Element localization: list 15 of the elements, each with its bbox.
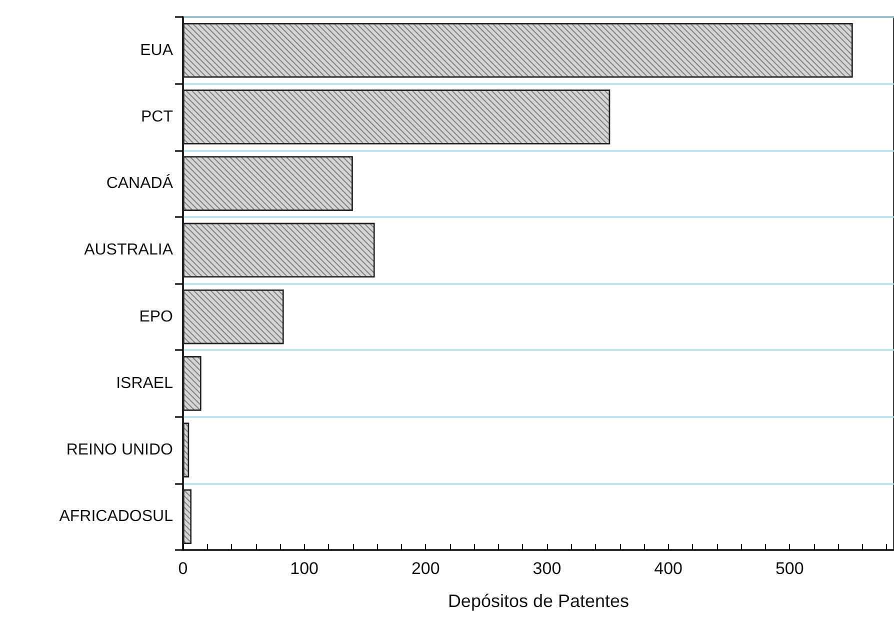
x-tick-label: 100 bbox=[290, 559, 319, 578]
y-tick-label: AUSTRALIA bbox=[84, 242, 174, 259]
x-tick-label: 400 bbox=[654, 559, 683, 578]
y-tick-label: AFRICADOSUL bbox=[59, 508, 174, 526]
x-tick-label: 300 bbox=[532, 559, 562, 578]
y-tick-label: ISRAEL bbox=[116, 374, 174, 392]
y-tick-label: CANADÁ bbox=[106, 174, 174, 192]
x-tick-label: 500 bbox=[775, 559, 804, 578]
y-tick-label: REINO UNIDO bbox=[66, 442, 173, 459]
x-tick-label: 0 bbox=[178, 559, 188, 578]
y-tick-label: PCT bbox=[141, 108, 174, 126]
y-tick-label: EPO bbox=[139, 308, 173, 326]
y-tick-label: EUA bbox=[140, 42, 174, 59]
x-axis-title: Depósitos de Patentes bbox=[448, 591, 630, 611]
x-tick-label: 200 bbox=[411, 559, 440, 578]
